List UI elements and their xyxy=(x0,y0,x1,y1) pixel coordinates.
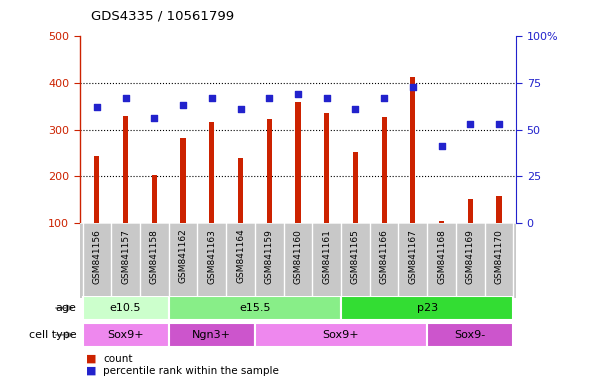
Bar xyxy=(169,323,255,347)
Bar xyxy=(353,152,358,223)
Text: GSM841168: GSM841168 xyxy=(437,229,446,284)
Text: e15.5: e15.5 xyxy=(239,303,271,313)
Point xyxy=(92,104,101,110)
Text: GSM841162: GSM841162 xyxy=(179,229,188,283)
Text: GSM841166: GSM841166 xyxy=(379,229,389,284)
Bar xyxy=(123,116,128,223)
Text: GSM841160: GSM841160 xyxy=(293,229,303,284)
Bar xyxy=(382,117,386,223)
Point xyxy=(264,95,274,101)
Point xyxy=(379,95,389,101)
Bar xyxy=(152,175,157,223)
Text: GSM841164: GSM841164 xyxy=(236,229,245,283)
Text: GSM841159: GSM841159 xyxy=(265,229,274,284)
Point xyxy=(437,143,446,149)
Text: GSM841165: GSM841165 xyxy=(351,229,360,284)
Text: age: age xyxy=(56,303,77,313)
Text: percentile rank within the sample: percentile rank within the sample xyxy=(103,366,279,376)
Bar xyxy=(341,296,513,320)
Point xyxy=(322,95,332,101)
Text: Sox9-: Sox9- xyxy=(455,330,486,340)
Bar xyxy=(83,296,169,320)
Bar xyxy=(427,323,513,347)
Text: GSM841170: GSM841170 xyxy=(494,229,503,284)
Text: Ngn3+: Ngn3+ xyxy=(192,330,231,340)
Text: GSM841167: GSM841167 xyxy=(408,229,417,284)
Bar xyxy=(468,199,473,223)
Text: GSM841163: GSM841163 xyxy=(207,229,217,284)
Text: Sox9+: Sox9+ xyxy=(107,330,144,340)
Point xyxy=(207,95,217,101)
Bar xyxy=(324,113,329,223)
Bar xyxy=(496,196,502,223)
Bar xyxy=(410,77,415,223)
Bar xyxy=(94,156,100,223)
Point xyxy=(150,115,159,121)
Text: count: count xyxy=(103,354,133,364)
Bar xyxy=(439,221,444,223)
Text: GSM841161: GSM841161 xyxy=(322,229,331,284)
Text: Sox9+: Sox9+ xyxy=(323,330,359,340)
Text: ■: ■ xyxy=(86,354,96,364)
Text: GSM841158: GSM841158 xyxy=(150,229,159,284)
Point xyxy=(236,106,245,112)
Bar xyxy=(83,323,169,347)
Text: GSM841169: GSM841169 xyxy=(466,229,475,284)
Point xyxy=(178,102,188,108)
Bar xyxy=(296,102,300,223)
Point xyxy=(408,84,418,90)
Bar xyxy=(169,296,341,320)
Point xyxy=(466,121,475,127)
Bar xyxy=(209,122,214,223)
Text: p23: p23 xyxy=(417,303,438,313)
Point xyxy=(293,91,303,97)
Text: GSM841156: GSM841156 xyxy=(93,229,101,284)
Point xyxy=(121,95,130,101)
Bar xyxy=(181,137,186,223)
Text: GDS4335 / 10561799: GDS4335 / 10561799 xyxy=(91,10,235,23)
Text: ■: ■ xyxy=(86,366,96,376)
Point xyxy=(350,106,360,112)
Text: e10.5: e10.5 xyxy=(110,303,142,313)
Text: cell type: cell type xyxy=(29,330,77,340)
Bar xyxy=(267,119,272,223)
Text: GSM841157: GSM841157 xyxy=(121,229,130,284)
Point xyxy=(494,121,504,127)
Bar xyxy=(255,323,427,347)
Bar xyxy=(238,157,243,223)
